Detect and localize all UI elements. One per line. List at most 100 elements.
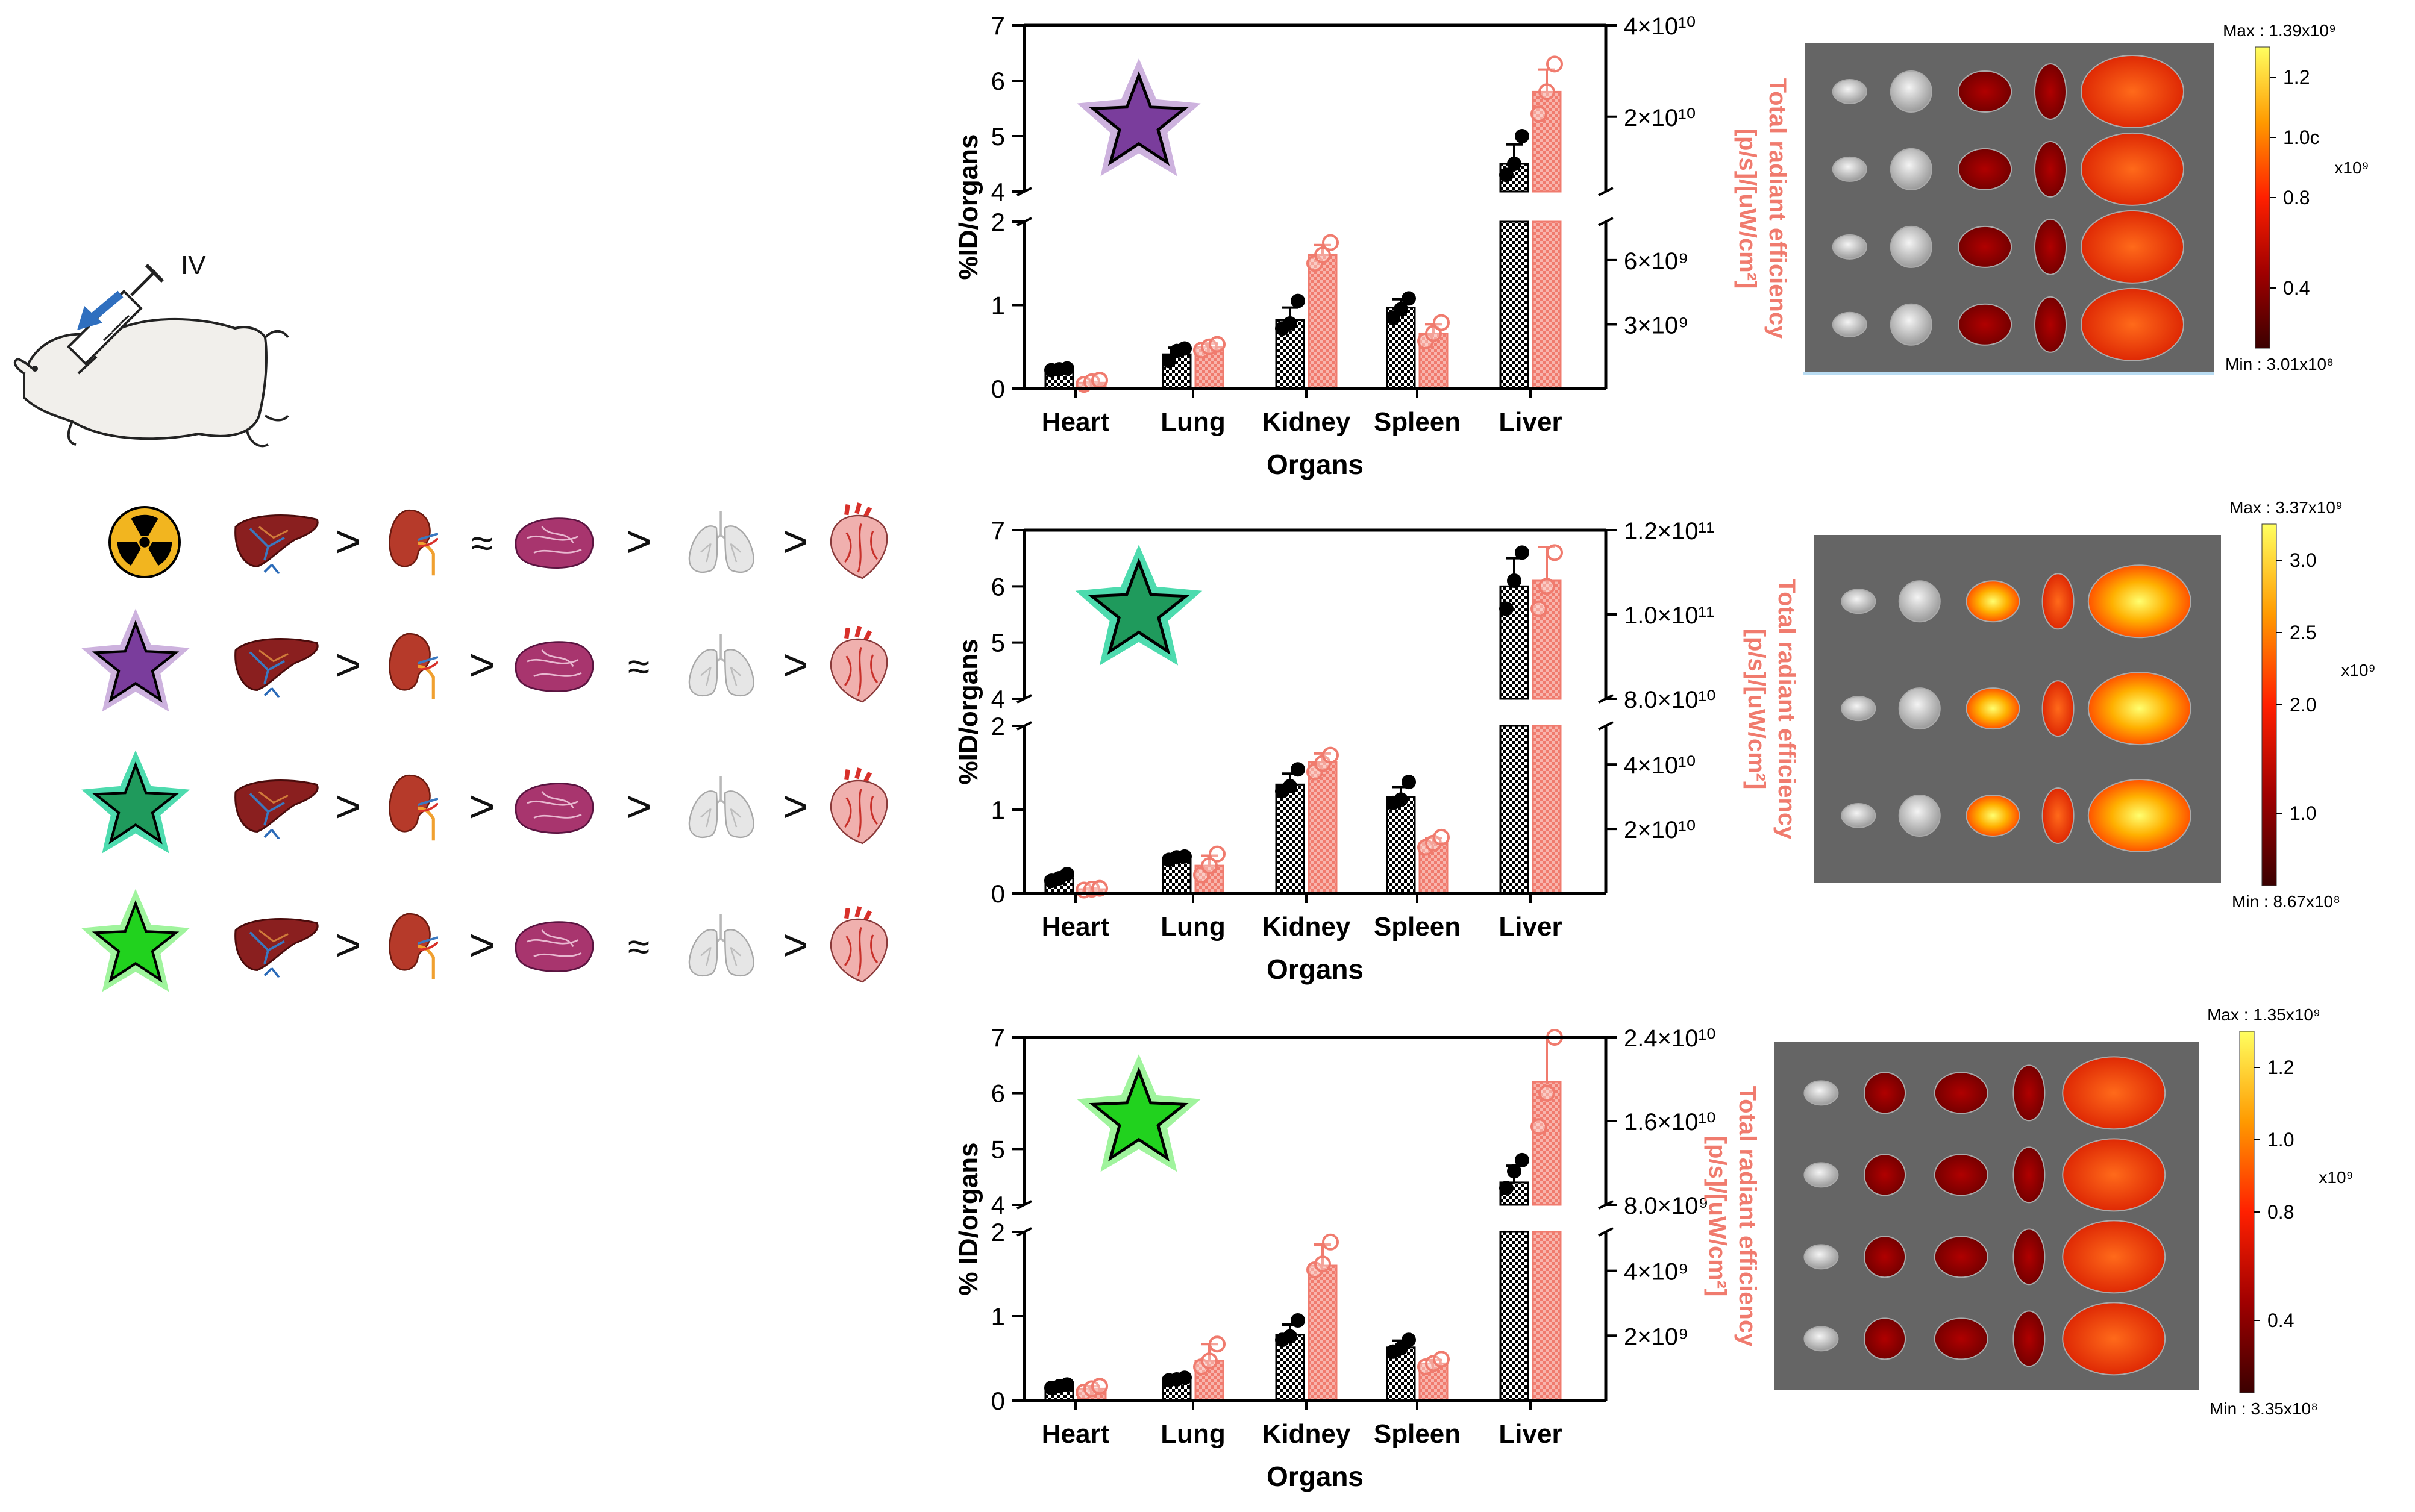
bar (1532, 1231, 1562, 1402)
y-tick-label: 4 (991, 1191, 1005, 1219)
data-point (1499, 601, 1514, 616)
colorbar-min-label: Min : 8.67x10⁸ (2232, 892, 2340, 911)
y-tick-label: 2 (991, 208, 1005, 236)
data-point (1433, 1351, 1450, 1368)
ranking-operator: ≈ (628, 644, 650, 689)
colorbar-unit: x10⁹ (2319, 1168, 2353, 1187)
y2-tick-label: 4×10¹⁰ (1624, 752, 1696, 779)
x-tick-label: Heart (1042, 1419, 1110, 1449)
ranking-operator: > (782, 516, 808, 566)
liver-icon (234, 779, 319, 839)
y2-tick-label: 2×10⁹ (1624, 1323, 1688, 1350)
lung-icon (688, 913, 755, 977)
colorbar-tick-label: 1.2 (2267, 1057, 2294, 1078)
star-body (92, 900, 180, 983)
bar (1499, 1231, 1529, 1402)
ranking-row: > > ≈ > (81, 889, 887, 992)
spleen-icon (515, 783, 594, 834)
bar-chart-2: 0 1 24 5 6 7 2×10¹⁰ 4×10¹⁰ 8.0×10¹⁰ 1.0×10¹¹ 1.2×1… (954, 516, 1716, 985)
x-tick-label: Heart (1042, 912, 1110, 942)
dark-green-star-icon (81, 750, 190, 854)
bar (1532, 579, 1562, 700)
spleen-icon (515, 641, 594, 693)
colorbar (2255, 46, 2270, 349)
y-tick-label: 0 (991, 1387, 1005, 1415)
organ-signal (1958, 70, 2012, 113)
data-point (1322, 234, 1339, 251)
y-tick-label: 7 (991, 1023, 1005, 1052)
y-tick-label: 6 (991, 67, 1005, 95)
organ-signal (1934, 1154, 1988, 1196)
light-green-star-chart-icon (1077, 1054, 1201, 1172)
lung-icon (688, 633, 755, 697)
ivis-panel-3: Max : 1.35x10⁹ Min : 3.35x10⁸ 1.2 1.0 0.8 0.4… (1704, 1005, 2354, 1418)
organ-signal (1890, 225, 1932, 268)
organ-signal (1803, 1162, 1839, 1188)
organ-signal (2087, 778, 2191, 852)
y-tick-label: 4 (991, 178, 1005, 206)
organ-signal (2034, 140, 2067, 198)
injection-arrow-icon (77, 290, 124, 330)
heart-icon (831, 626, 887, 702)
data-point (1322, 1233, 1339, 1251)
ranking-operator: ≈ (471, 520, 493, 565)
star-body (1089, 71, 1189, 166)
data-point (1507, 573, 1521, 588)
star-body (92, 620, 180, 703)
data-point (1394, 792, 1408, 807)
y2-tick-label: 1.2×10¹¹ (1624, 518, 1714, 545)
data-point (1394, 302, 1408, 317)
liver-icon (234, 917, 319, 978)
data-point (1283, 779, 1297, 794)
x-tick-label: Spleen (1374, 1419, 1461, 1449)
data-point (1091, 1378, 1108, 1395)
organ-signal (1898, 580, 1941, 623)
y-tick-label: 2 (991, 712, 1005, 740)
data-point (1322, 746, 1339, 764)
colorbar-unit: x10⁹ (2334, 158, 2369, 177)
organ-signal (2012, 1310, 2046, 1367)
x-axis-title: Organs (1267, 1461, 1364, 1492)
y2-tick-label: 6×10⁹ (1624, 248, 1688, 275)
x-tick-label: Spleen (1374, 912, 1461, 942)
kidney-icon (390, 914, 438, 979)
colorbar-tick-label: 1.0 (2290, 802, 2316, 824)
data-point (1201, 857, 1218, 875)
data-point (1209, 1335, 1226, 1353)
organ-signal (2081, 287, 2184, 361)
y-tick-label: 4 (991, 685, 1005, 713)
data-point (1177, 849, 1192, 864)
y2-tick-label: 2×10¹⁰ (1624, 105, 1696, 131)
organ-signal (1832, 234, 1867, 260)
colorbar (2239, 1031, 2255, 1393)
data-point (1515, 545, 1529, 560)
organ-signal (1803, 1326, 1839, 1352)
colorbar-min-label: Min : 3.01x10⁸ (2225, 355, 2334, 373)
ranking-row: > > > > (81, 750, 887, 854)
colorbar-axis-title: Total radiant efficiency (1734, 1086, 1761, 1347)
colorbar-min-label: Min : 3.35x10⁸ (2210, 1399, 2318, 1418)
organ-signal (1841, 802, 1876, 828)
y-tick-label: 1 (991, 796, 1005, 824)
ranking-operator: > (625, 516, 651, 566)
bar (1499, 220, 1529, 390)
data-point (1177, 1370, 1192, 1385)
colorbar-tick-label: 0.4 (2267, 1310, 2294, 1331)
data-point (1291, 293, 1305, 308)
ranking-operator: > (782, 640, 808, 690)
colorbar-tick-label: 1.2 (2283, 66, 2310, 88)
organ-signal (2087, 672, 2191, 746)
axis-break (1598, 721, 1614, 731)
lung-icon (688, 775, 755, 839)
organ-signal (2034, 63, 2067, 120)
organ-signal (1934, 1236, 1988, 1278)
y-tick-label: 1 (991, 292, 1005, 320)
ivis-panel-2: Max : 3.37x10⁹ Min : 8.67x10⁸ 3.0 2.5 2.0 1.0… (1743, 498, 2376, 911)
colorbar-tick-label: 2.0 (2290, 694, 2316, 716)
heart-icon (831, 907, 887, 982)
organ-signal (2081, 54, 2184, 128)
ranking-operator: > (469, 920, 495, 970)
organ-signal (2012, 1064, 2046, 1122)
star-body (1089, 1067, 1189, 1162)
x-tick-label: Lung (1161, 912, 1226, 942)
